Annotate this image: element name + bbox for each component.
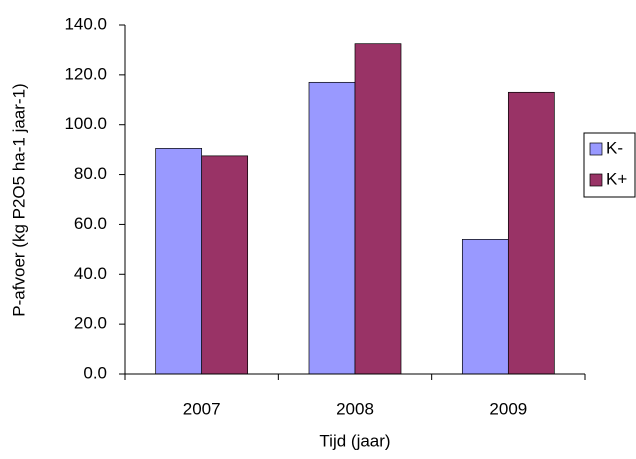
y-tick-label: 0.0 (83, 363, 107, 382)
y-tick-label: 80.0 (74, 164, 107, 183)
y-axis-title: P-afvoer (kg P2O5 ha-1 jaar-1) (9, 83, 28, 316)
legend-label: K+ (606, 169, 627, 188)
y-tick-label: 20.0 (74, 314, 107, 333)
bar (201, 155, 249, 375)
y-tick-label: 60.0 (74, 214, 107, 233)
x-axis-title: Tijd (jaar) (319, 431, 390, 450)
y-tick-label: 140.0 (64, 14, 107, 33)
legend-swatch (589, 142, 603, 156)
bar (507, 91, 555, 375)
y-tick-label: 40.0 (74, 264, 107, 283)
bar (354, 43, 402, 375)
bar (308, 81, 356, 375)
legend-swatch (589, 173, 603, 187)
x-tick-label: 2007 (183, 399, 221, 418)
bar (155, 148, 203, 375)
bar (461, 239, 509, 375)
x-tick-label: 2008 (336, 399, 374, 418)
legend-label: K- (606, 138, 623, 157)
y-tick-label: 120.0 (64, 64, 107, 83)
x-tick-label: 2009 (489, 399, 527, 418)
y-tick-label: 100.0 (64, 114, 107, 133)
